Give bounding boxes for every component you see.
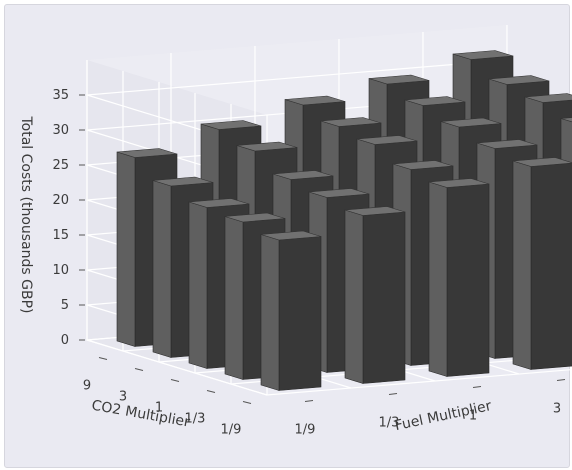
bar-front-face bbox=[278, 236, 322, 391]
bar-side-face bbox=[116, 151, 136, 347]
tick-marks bbox=[79, 94, 566, 404]
bar-top-face bbox=[344, 206, 406, 216]
bar-top-face bbox=[488, 75, 550, 85]
bar-top-face bbox=[392, 160, 454, 170]
y-axis-title: Fuel Multiplier bbox=[393, 398, 493, 434]
bar-top-face bbox=[512, 157, 572, 167]
fuel-tick-label: 3 bbox=[553, 402, 561, 417]
fuel-tick bbox=[556, 379, 566, 381]
bar-top-face bbox=[440, 117, 502, 128]
co2-tick bbox=[170, 379, 180, 382]
bar-top-face bbox=[524, 93, 572, 103]
fuel-tick bbox=[304, 400, 314, 402]
bar-top-face bbox=[320, 117, 382, 127]
bar-top-face bbox=[188, 198, 250, 208]
co2-tick bbox=[242, 401, 252, 404]
z-axis-title: Total Costs (thousands GBP) bbox=[18, 115, 34, 313]
bar-top-face bbox=[452, 50, 514, 60]
bar bbox=[428, 178, 490, 377]
fuel-tick-label: 1/9 bbox=[295, 423, 316, 438]
fuel-tick bbox=[472, 386, 482, 388]
bar-top-face bbox=[272, 170, 334, 180]
bar-side-face bbox=[188, 201, 208, 369]
fuel-tick-label: 1/3 bbox=[379, 416, 400, 431]
co2-tick-label: 1/3 bbox=[185, 412, 206, 427]
z-tick-label: 20 bbox=[52, 193, 69, 208]
bar-front-face bbox=[362, 211, 406, 384]
co2-tick-label: 9 bbox=[83, 379, 91, 394]
x-axis-title: CO2 Multiplier bbox=[90, 398, 191, 431]
z-tick-label: 25 bbox=[52, 158, 69, 173]
bar-top-face bbox=[356, 135, 418, 145]
bar-top-face bbox=[200, 120, 262, 130]
co2-tick-label: 1 bbox=[155, 401, 163, 416]
z-tick-label: 15 bbox=[52, 228, 69, 243]
bar-top-face bbox=[476, 139, 538, 149]
bar-top-face bbox=[260, 230, 322, 241]
co2-tick bbox=[134, 368, 144, 371]
bar-side-face bbox=[260, 234, 280, 391]
bar-top-face bbox=[308, 188, 370, 198]
bar bbox=[260, 230, 322, 391]
bar-side-face bbox=[428, 181, 448, 377]
z-tick-label: 0 bbox=[61, 333, 69, 348]
co2-tick-label: 3 bbox=[119, 390, 127, 405]
bar-side-face bbox=[512, 160, 532, 370]
z-tick-label: 5 bbox=[61, 298, 69, 313]
bars bbox=[116, 50, 572, 391]
z-tick-label: 10 bbox=[52, 263, 69, 278]
co2-tick-label: 1/9 bbox=[221, 423, 242, 438]
bar-front-face bbox=[446, 183, 490, 377]
z-tick-label: 35 bbox=[52, 88, 69, 103]
bar-top-face bbox=[368, 74, 430, 85]
bar-front-face bbox=[530, 162, 572, 370]
bar-side-face bbox=[152, 180, 172, 358]
bar bbox=[512, 157, 572, 370]
bar-top-face bbox=[152, 176, 214, 187]
bar-top-face bbox=[236, 141, 298, 152]
co2-tick bbox=[206, 390, 216, 393]
bar-top-face bbox=[560, 117, 572, 123]
bar-top-face bbox=[404, 96, 466, 106]
bar-side-face bbox=[344, 209, 364, 384]
fuel-tick bbox=[388, 393, 398, 395]
bar bbox=[344, 206, 406, 384]
bar-top-face bbox=[116, 148, 178, 158]
fuel-tick-label: 1 bbox=[469, 409, 477, 424]
z-tick-label: 30 bbox=[52, 123, 69, 138]
bar-top-face bbox=[224, 212, 286, 223]
bar-top-face bbox=[284, 95, 346, 106]
co2-tick bbox=[98, 357, 108, 360]
bar-top-face bbox=[428, 178, 490, 188]
bar-side-face bbox=[224, 216, 244, 380]
